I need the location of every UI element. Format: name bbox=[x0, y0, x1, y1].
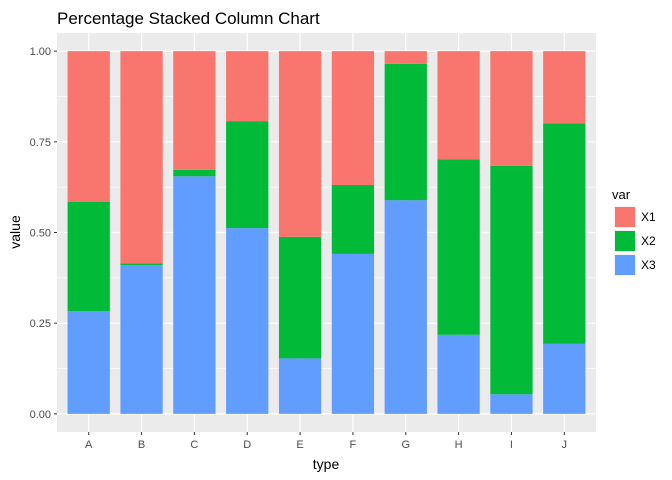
legend-key-X2 bbox=[615, 231, 635, 251]
x-axis-title: type bbox=[313, 456, 340, 472]
bar-J-X1 bbox=[543, 51, 586, 124]
x-tick-label: I bbox=[510, 439, 513, 451]
bar-H-X2 bbox=[437, 159, 480, 335]
x-tick-label: A bbox=[85, 439, 93, 451]
bar-F-X3 bbox=[331, 253, 375, 414]
bar-J-X2 bbox=[543, 123, 586, 344]
bar-G-X2 bbox=[384, 63, 427, 201]
y-tick-label: 0.25 bbox=[30, 318, 51, 330]
legend-label-X2: X2 bbox=[641, 234, 656, 248]
bar-C-X1 bbox=[173, 51, 216, 170]
bar-H-X1 bbox=[437, 51, 480, 160]
bar-E-X2 bbox=[278, 236, 322, 359]
bar-A-X3 bbox=[67, 311, 110, 414]
bar-F-X2 bbox=[331, 184, 375, 254]
legend: var X1 X2 X3 bbox=[612, 187, 656, 276]
bar-C-X2 bbox=[173, 169, 216, 177]
bar-D-X2 bbox=[226, 121, 269, 229]
bar-J-X3 bbox=[543, 343, 586, 414]
bar-B-X2 bbox=[120, 263, 163, 266]
y-tick-label: 0.50 bbox=[30, 228, 51, 240]
x-tick-label: J bbox=[562, 439, 568, 451]
bar-B-X3 bbox=[120, 265, 163, 414]
bar-E-X1 bbox=[278, 51, 322, 237]
bar-D-X1 bbox=[226, 51, 269, 122]
y-axis-title: value bbox=[7, 215, 23, 249]
legend-label-X3: X3 bbox=[641, 258, 656, 272]
x-tick-label: C bbox=[190, 439, 198, 451]
bar-C-X3 bbox=[173, 176, 216, 414]
x-tick-label: G bbox=[401, 439, 410, 451]
y-tick-label: 0.00 bbox=[30, 409, 51, 421]
bar-I-X1 bbox=[490, 51, 533, 166]
legend-label-X1: X1 bbox=[641, 210, 656, 224]
chart-title: Percentage Stacked Column Chart bbox=[57, 9, 320, 28]
x-axis: A B C D E F G H I J bbox=[85, 432, 567, 451]
bars bbox=[67, 51, 586, 414]
bar-E-X3 bbox=[278, 358, 322, 414]
bar-F-X1 bbox=[331, 51, 375, 185]
bar-G-X1 bbox=[384, 51, 427, 64]
legend-title: var bbox=[612, 187, 631, 202]
bar-G-X3 bbox=[384, 200, 427, 414]
legend-key-X1 bbox=[615, 207, 635, 227]
x-tick-label: E bbox=[296, 439, 303, 451]
y-axis: 0.00 0.25 0.50 0.75 1.00 bbox=[30, 46, 57, 421]
y-tick-label: 1.00 bbox=[30, 46, 51, 58]
y-tick-label: 0.75 bbox=[30, 137, 51, 149]
x-tick-label: F bbox=[350, 439, 357, 451]
bar-I-X3 bbox=[490, 394, 533, 414]
bar-I-X2 bbox=[490, 165, 533, 395]
legend-key-X3 bbox=[615, 255, 635, 275]
x-tick-label: H bbox=[455, 439, 463, 451]
bar-D-X3 bbox=[226, 228, 269, 414]
bar-H-X3 bbox=[437, 334, 480, 414]
x-tick-label: B bbox=[138, 439, 145, 451]
bar-A-X2 bbox=[67, 201, 110, 312]
x-tick-label: D bbox=[243, 439, 251, 451]
bar-A-X1 bbox=[67, 51, 110, 202]
bar-B-X1 bbox=[120, 51, 163, 264]
